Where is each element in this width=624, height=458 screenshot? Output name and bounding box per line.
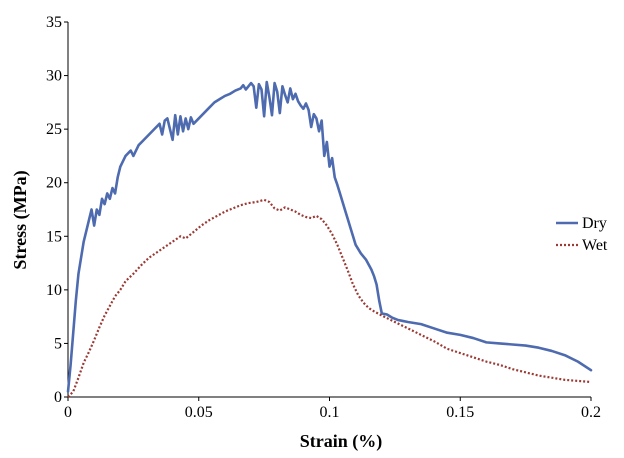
x-tick-label: 0.15 [446, 404, 474, 421]
y-tick-label: 20 [46, 175, 62, 192]
x-tick-label: 0 [64, 404, 72, 421]
x-axis-title: Strain (%) [300, 431, 383, 452]
x-tick-label: 0.05 [185, 404, 213, 421]
series-line-wet [67, 198, 592, 398]
legend-label-wet: Wet [582, 237, 608, 254]
x-tick-label: 0.1 [320, 404, 340, 421]
legend-label-dry: Dry [582, 215, 607, 232]
y-tick-label: 30 [46, 68, 62, 85]
series-line-dry [66, 80, 593, 393]
y-tick-label: 15 [46, 228, 62, 245]
y-tick-label: 35 [46, 14, 62, 31]
y-tick-label: 5 [54, 335, 62, 352]
x-tick-label: 0.2 [581, 404, 601, 421]
plot-area: 0 5 10 15 20 25 30 35 0 0.05 0.1 0.15 0.2 [46, 14, 601, 421]
y-tick-label: 25 [46, 121, 62, 138]
y-tick-label: 10 [46, 282, 62, 299]
legend: Dry Wet [556, 215, 608, 254]
y-axis-title: Stress (MPa) [10, 170, 31, 269]
y-tick-label: 0 [54, 389, 62, 406]
